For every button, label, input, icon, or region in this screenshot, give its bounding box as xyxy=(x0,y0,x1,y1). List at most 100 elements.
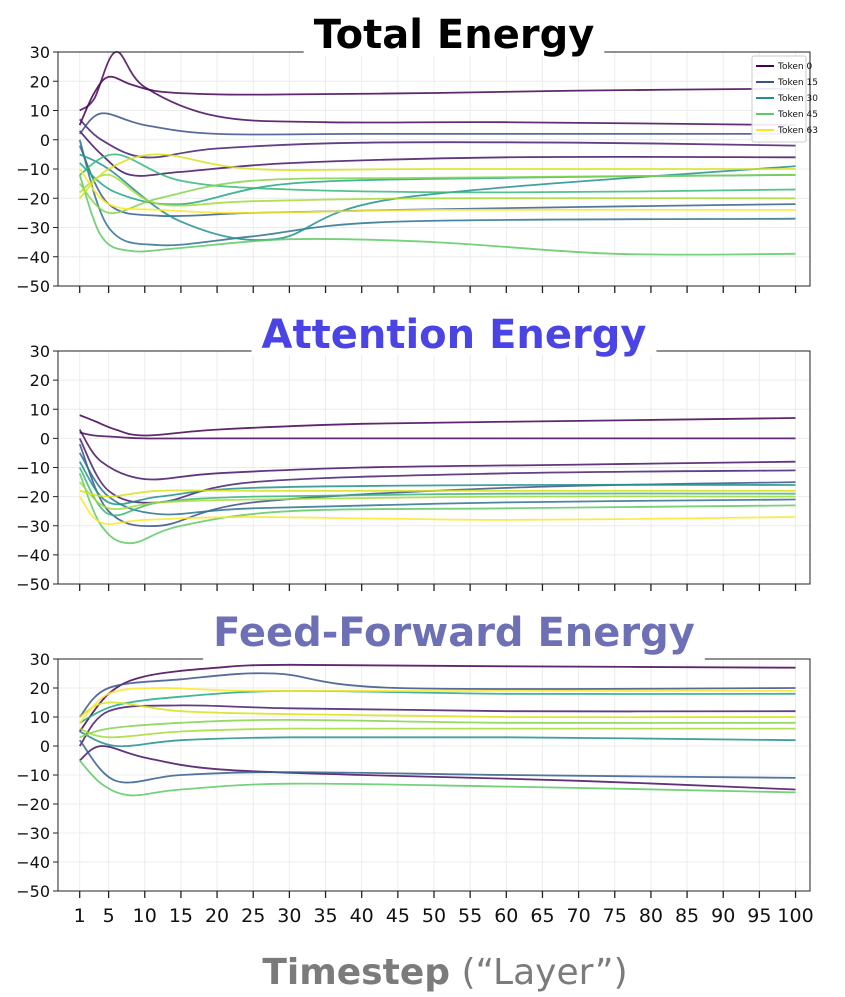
y-tick-label: −20 xyxy=(16,795,50,814)
x-tick-label: 95 xyxy=(747,905,771,927)
legend-label: Token 45 xyxy=(777,110,818,120)
x-tick-label: 5 xyxy=(103,905,115,927)
series-line xyxy=(79,112,796,136)
panel-2: 30 20 10 0 −10 −20 −30 −40 −50 Attention Energy xyxy=(16,312,811,594)
y-tick-label: 0 xyxy=(40,737,50,756)
x-tick-label: 75 xyxy=(603,905,627,927)
x-tick-label: 60 xyxy=(494,905,518,927)
series-line xyxy=(78,174,796,256)
x-tick-label: 30 xyxy=(277,905,301,927)
legend-label: Token 0 xyxy=(777,62,812,72)
y-tick-label: −10 xyxy=(16,766,50,785)
y-tick-label: −40 xyxy=(16,248,50,267)
y-tick-label: −30 xyxy=(16,219,50,238)
x-tick-label: 65 xyxy=(530,905,554,927)
y-tick-label: 30 xyxy=(30,43,50,62)
y-tick-label: 20 xyxy=(30,679,50,698)
series-line xyxy=(79,414,796,437)
x-axis-title: Timestep (“Layer”) xyxy=(262,952,627,993)
series-line xyxy=(78,452,796,516)
y-tick-label: −40 xyxy=(16,853,50,872)
y-tick-label: −50 xyxy=(16,277,50,296)
series-line xyxy=(78,461,796,506)
series-line xyxy=(78,467,796,517)
x-tick-label: 50 xyxy=(422,905,446,927)
series-line xyxy=(79,174,796,215)
x-tick-label: 55 xyxy=(458,905,482,927)
y-tick-label: 20 xyxy=(30,72,50,91)
y-tick-label: 30 xyxy=(30,650,50,669)
series-line xyxy=(78,663,796,733)
series-line xyxy=(78,168,796,214)
title-backdrop xyxy=(303,48,605,56)
y-tick-label: −10 xyxy=(16,160,50,179)
x-tick-label: 40 xyxy=(350,905,374,927)
series-line xyxy=(79,481,796,510)
panel-title: Attention Energy xyxy=(262,312,647,358)
y-tick-label: 10 xyxy=(30,102,50,121)
y-tick-label: −10 xyxy=(16,459,50,478)
y-tick-label: −30 xyxy=(16,517,50,536)
y-tick-label: 20 xyxy=(30,371,50,390)
y-tick-label: −20 xyxy=(16,488,50,507)
x-axis-title-rest: (“Layer”) xyxy=(450,952,628,993)
y-tick-label: −50 xyxy=(16,575,50,594)
series-line xyxy=(79,153,796,241)
series-line xyxy=(78,429,796,481)
series-line xyxy=(78,704,796,747)
y-tick-label: 10 xyxy=(30,400,50,419)
panel-1: 30 20 10 0 −10 −20 −30 −40 −50 Total Energy xyxy=(16,12,811,296)
x-tick-label: 10 xyxy=(133,905,157,927)
series-line xyxy=(79,173,796,207)
x-tick-label: 20 xyxy=(205,905,229,927)
y-tick-label: 30 xyxy=(30,342,50,361)
series-line xyxy=(79,51,796,126)
series-line xyxy=(78,75,796,126)
series-line xyxy=(79,489,796,498)
series-line xyxy=(79,431,796,440)
x-tick-label: 70 xyxy=(567,905,591,927)
series-line xyxy=(79,745,796,791)
legend: Token 0 Token 15 Token 30 Token 45 Token 63 xyxy=(751,55,818,143)
y-tick-label: −50 xyxy=(16,882,50,901)
legend-label: Token 15 xyxy=(777,78,818,88)
title-backdrop xyxy=(203,655,705,663)
panel-3: 30 20 10 0 −10 −20 −30 −40 −50 Feed-Forward Energ… xyxy=(16,610,811,901)
x-tick-label: 80 xyxy=(639,905,663,927)
x-tick-label: 85 xyxy=(675,905,699,927)
x-axis-title-bold: Timestep xyxy=(262,952,450,993)
legend-label: Token 30 xyxy=(777,94,818,104)
series-line xyxy=(79,118,796,159)
series-line xyxy=(78,472,796,545)
series-line xyxy=(79,130,796,177)
y-tick-label: −30 xyxy=(16,824,50,843)
title-backdrop xyxy=(251,347,657,355)
y-tick-label: −40 xyxy=(16,546,50,565)
series-line xyxy=(79,718,796,739)
x-tick-label: 25 xyxy=(241,905,265,927)
legend-box xyxy=(751,55,807,143)
y-tick-label: 0 xyxy=(40,429,50,448)
x-tick-label: 100 xyxy=(777,905,813,927)
series-line xyxy=(78,496,796,526)
series-line xyxy=(79,701,796,719)
y-tick-label: 10 xyxy=(30,708,50,727)
panel-title: Total Energy xyxy=(314,12,595,58)
y-tick-label: −20 xyxy=(16,189,50,208)
x-tick-label: 15 xyxy=(169,905,193,927)
series-line xyxy=(79,687,796,724)
y-tick-label: 0 xyxy=(40,131,50,150)
series-line xyxy=(79,153,796,199)
series-line xyxy=(79,672,796,718)
series-line xyxy=(79,730,796,748)
x-tick-label: 1 xyxy=(74,905,86,927)
series-line xyxy=(78,139,796,247)
series-line xyxy=(79,759,796,797)
panel-title: Feed-Forward Energy xyxy=(213,610,695,656)
series-line xyxy=(79,727,796,739)
legend-label: Token 63 xyxy=(777,126,818,136)
series-line xyxy=(78,739,796,784)
series-line xyxy=(79,153,796,194)
x-tick-label: 35 xyxy=(313,905,337,927)
